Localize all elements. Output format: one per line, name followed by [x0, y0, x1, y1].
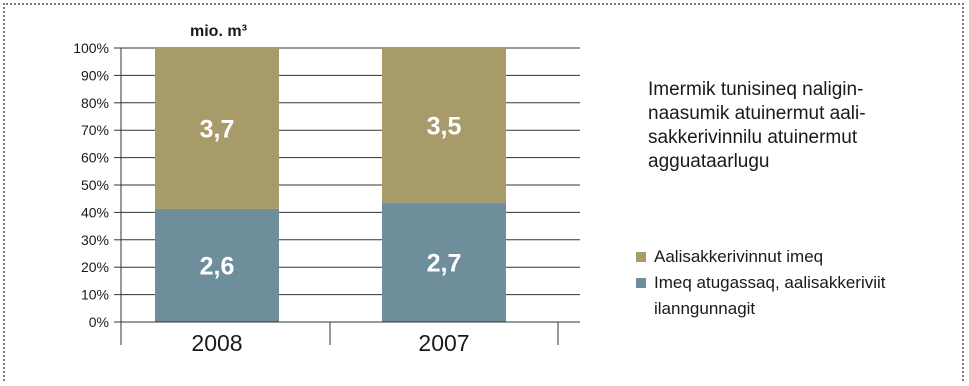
- y-tick-label: 50%: [81, 177, 109, 193]
- y-tick-label: 20%: [81, 259, 109, 275]
- y-tick-label: 0%: [89, 314, 109, 330]
- bar-segment: [382, 202, 506, 322]
- bar-segment: [155, 208, 279, 322]
- bar-segment: [382, 48, 506, 203]
- legend-label: Imeq atugassaq, aalisakkeriviit: [654, 273, 886, 292]
- bar-segment: [155, 48, 279, 209]
- side-note-line: Imermik tunisineq naligin-: [648, 79, 864, 100]
- legend-label: Aalisakkerivinnut imeq: [654, 247, 824, 266]
- chart-frame: [3, 3, 964, 381]
- bar-value-label: 3,7: [200, 115, 235, 143]
- x-tick-label: 2008: [191, 330, 242, 356]
- y-tick-label: 40%: [81, 204, 109, 220]
- legend-swatch: [636, 252, 646, 262]
- y-tick-label: 30%: [81, 232, 109, 248]
- y-tick-label: 10%: [81, 287, 109, 303]
- y-tick-label: 90%: [81, 67, 109, 83]
- bar-value-label: 2,7: [427, 249, 462, 277]
- unit-label: mio. m³: [190, 23, 247, 40]
- bar-value-label: 2,6: [200, 252, 235, 280]
- legend-item-other-water: Imeq atugassaq, aalisakkeriviit ilanngun…: [636, 270, 956, 322]
- legend-label: ilanngunnagit: [654, 299, 756, 318]
- y-tick-label: 80%: [81, 95, 109, 111]
- side-note-line: sakkerivinnilu atuinermut: [648, 127, 858, 148]
- side-note-line: agguataarlugu: [648, 151, 770, 172]
- bar-value-label: 3,5: [427, 112, 462, 140]
- y-tick-label: 70%: [81, 122, 109, 138]
- x-tick-label: 2007: [418, 330, 469, 356]
- y-tick-label: 60%: [81, 150, 109, 166]
- y-tick-label: 100%: [73, 40, 109, 56]
- side-note: Imermik tunisineq naligin- naasumik atui…: [648, 78, 948, 174]
- legend-swatch: [636, 278, 646, 288]
- legend-item-fishing-water: Aalisakkerivinnut imeq: [636, 244, 956, 270]
- legend: Aalisakkerivinnut imeq Imeq atugassaq, a…: [636, 244, 956, 322]
- side-note-line: naasumik atuinermut aali-: [648, 103, 866, 124]
